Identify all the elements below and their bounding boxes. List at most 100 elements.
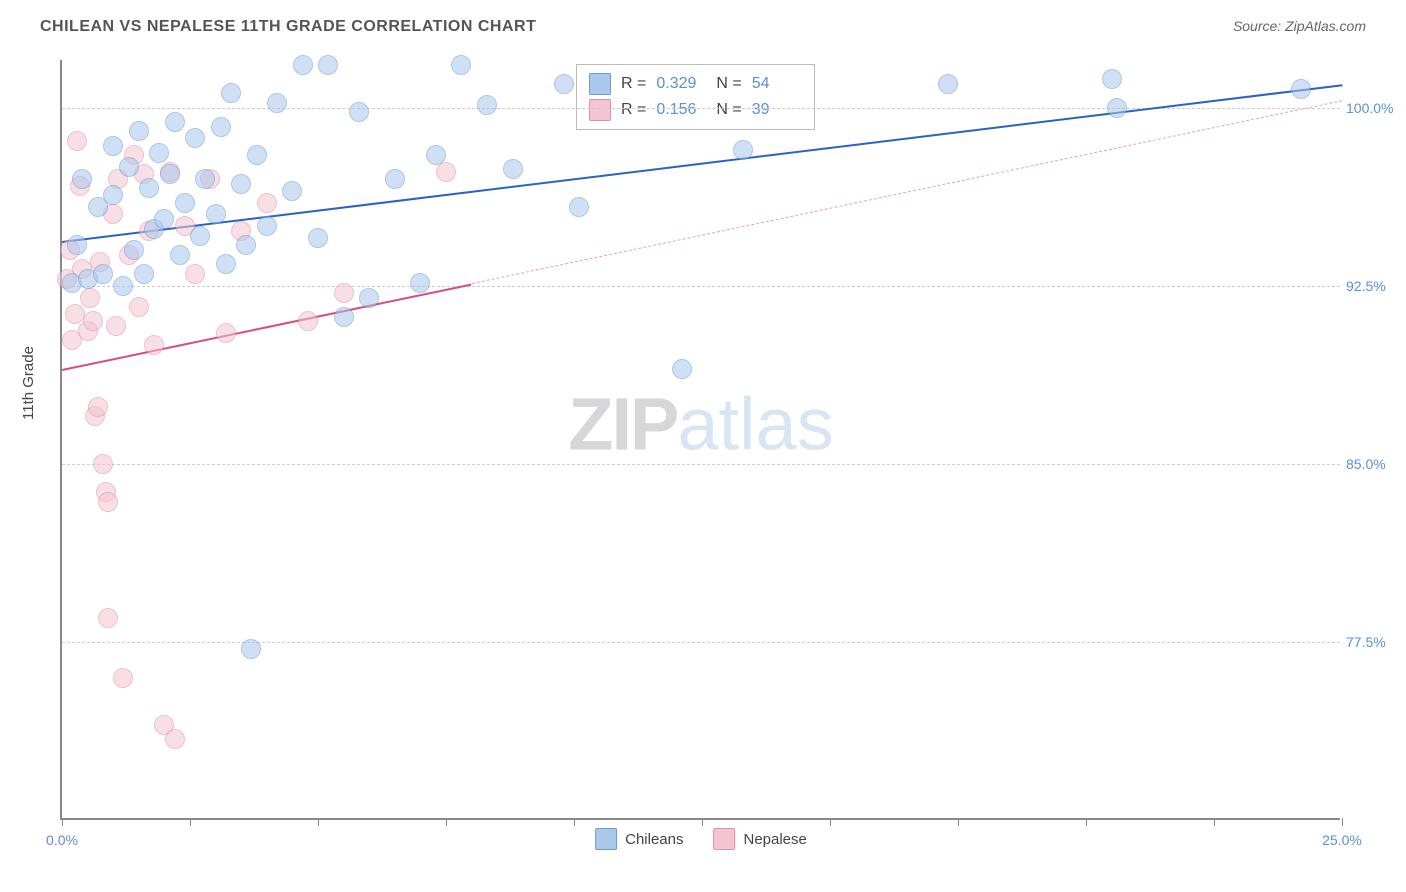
data-point [672,359,692,379]
swatch-nepalese-icon [589,99,611,121]
data-point [170,245,190,265]
data-point [113,668,133,688]
data-point [154,209,174,229]
data-point [139,178,159,198]
data-point [554,74,574,94]
data-point [83,311,103,331]
watermark: ZIPatlas [568,381,833,466]
x-tick [1086,818,1087,826]
data-point [436,162,456,182]
data-point [451,55,471,75]
data-point [175,193,195,213]
data-point [359,288,379,308]
data-point [124,240,144,260]
y-tick-label: 85.0% [1346,456,1402,472]
y-tick-label: 100.0% [1346,100,1402,116]
data-point [165,729,185,749]
data-point [216,254,236,274]
data-point [98,608,118,628]
data-point [113,276,133,296]
data-point [410,273,430,293]
data-point [385,169,405,189]
data-point [241,639,261,659]
x-tick-label: 0.0% [46,832,78,848]
gridline [62,286,1340,287]
data-point [134,264,154,284]
data-point [569,197,589,217]
x-tick [1342,818,1343,826]
data-point [160,164,180,184]
x-tick [62,818,63,826]
data-point [293,55,313,75]
swatch-chileans-icon [589,73,611,95]
data-point [103,185,123,205]
data-point [1107,98,1127,118]
legend-item-chileans: Chileans [595,828,683,850]
swatch-nepalese-icon [713,828,735,850]
data-point [216,323,236,343]
data-point [236,235,256,255]
x-tick [446,818,447,826]
data-point [503,159,523,179]
data-point [267,93,287,113]
legend-item-nepalese: Nepalese [713,828,806,850]
stats-row-chileans: R = 0.329 N = 54 [589,71,802,97]
data-point [149,143,169,163]
x-tick [1214,818,1215,826]
data-point [93,264,113,284]
y-tick-label: 92.5% [1346,278,1402,294]
data-point [257,216,277,236]
scatter-plot-area: ZIPatlas R = 0.329 N = 54 R = 0.156 N = … [60,60,1340,820]
data-point [1291,79,1311,99]
data-point [98,492,118,512]
chart-title: CHILEAN VS NEPALESE 11TH GRADE CORRELATI… [40,18,536,35]
data-point [257,193,277,213]
x-tick-label: 25.0% [1322,832,1362,848]
data-point [119,157,139,177]
data-point [1102,69,1122,89]
data-point [334,283,354,303]
data-point [103,136,123,156]
data-point [72,169,92,189]
data-point [282,181,302,201]
data-point [165,112,185,132]
data-point [349,102,369,122]
data-point [67,235,87,255]
data-point [88,397,108,417]
data-point [298,311,318,331]
bottom-legend: Chileans Nepalese [595,828,807,850]
stats-row-nepalese: R = 0.156 N = 39 [589,97,802,123]
data-point [106,316,126,336]
x-tick [574,818,575,826]
data-point [318,55,338,75]
data-point [426,145,446,165]
x-tick [702,818,703,826]
data-point [195,169,215,189]
data-point [93,454,113,474]
data-point [129,121,149,141]
data-point [221,83,241,103]
gridline [62,464,1340,465]
source-attribution: Source: ZipAtlas.com [1233,18,1366,34]
data-point [247,145,267,165]
swatch-chileans-icon [595,828,617,850]
data-point [231,174,251,194]
data-point [308,228,328,248]
x-tick [830,818,831,826]
data-point [190,226,210,246]
y-tick-label: 77.5% [1346,634,1402,650]
data-point [334,307,354,327]
data-point [129,297,149,317]
data-point [185,264,205,284]
x-tick [318,818,319,826]
data-point [67,131,87,151]
x-tick [958,818,959,826]
data-point [206,204,226,224]
data-point [211,117,231,137]
stats-legend-box: R = 0.329 N = 54 R = 0.156 N = 39 [576,64,815,130]
y-axis-label: 11th Grade [20,346,37,420]
data-point [144,335,164,355]
data-point [938,74,958,94]
data-point [477,95,497,115]
data-point [185,128,205,148]
